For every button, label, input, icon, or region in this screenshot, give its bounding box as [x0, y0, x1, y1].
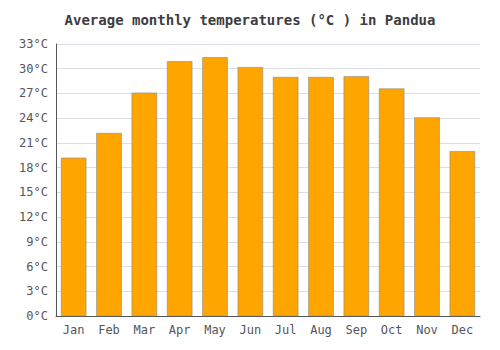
- svg-text:Oct: Oct: [381, 323, 403, 337]
- svg-text:Apr: Apr: [169, 323, 191, 337]
- svg-text:Jun: Jun: [239, 323, 261, 337]
- svg-text:May: May: [204, 323, 226, 337]
- svg-text:15°C: 15°C: [19, 185, 48, 199]
- svg-text:Feb: Feb: [98, 323, 120, 337]
- svg-text:3°C: 3°C: [26, 284, 48, 298]
- svg-text:30°C: 30°C: [19, 62, 48, 76]
- svg-text:Nov: Nov: [416, 323, 438, 337]
- svg-text:6°C: 6°C: [26, 260, 48, 274]
- svg-text:Aug: Aug: [310, 323, 332, 337]
- svg-text:Dec: Dec: [451, 323, 473, 337]
- svg-text:24°C: 24°C: [19, 111, 48, 125]
- svg-text:21°C: 21°C: [19, 136, 48, 150]
- svg-text:Jan: Jan: [63, 323, 85, 337]
- svg-text:Average monthly temperatures (: Average monthly temperatures (°C ) in Pa…: [65, 12, 436, 28]
- svg-text:Jul: Jul: [275, 323, 297, 337]
- svg-text:33°C: 33°C: [19, 37, 48, 51]
- svg-text:12°C: 12°C: [19, 210, 48, 224]
- svg-text:9°C: 9°C: [26, 235, 48, 249]
- svg-text:0°C: 0°C: [26, 309, 48, 323]
- svg-text:27°C: 27°C: [19, 86, 48, 100]
- svg-text:18°C: 18°C: [19, 161, 48, 175]
- svg-text:Mar: Mar: [133, 323, 155, 337]
- svg-text:Sep: Sep: [345, 323, 367, 337]
